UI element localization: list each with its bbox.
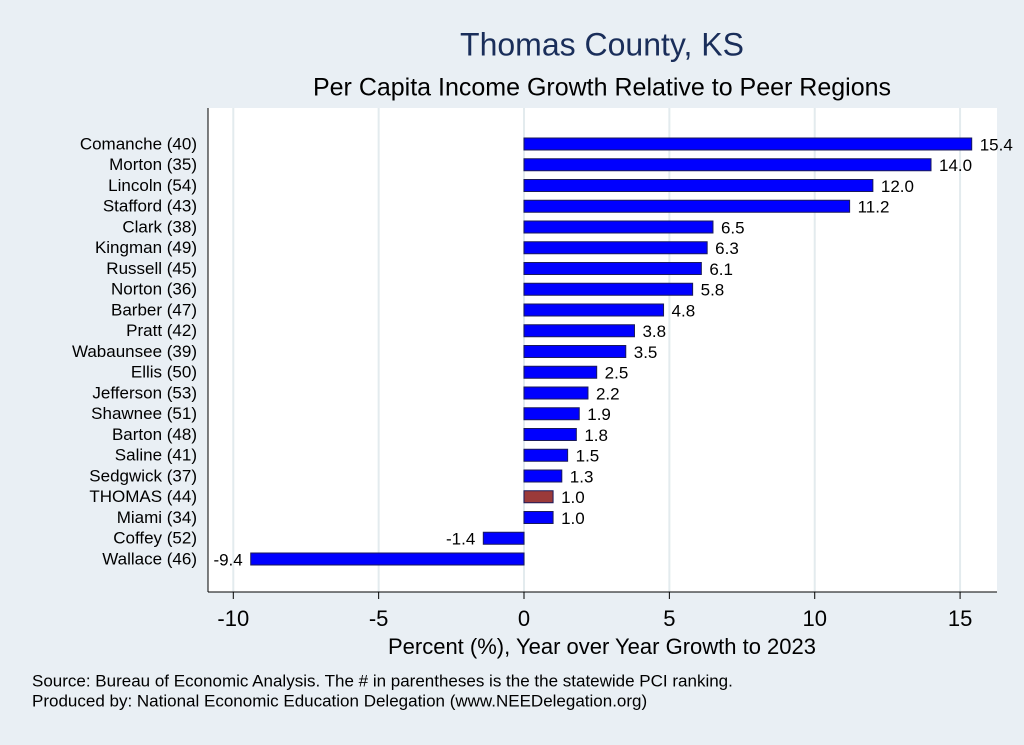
y-tick-label: Wabaunsee (39) xyxy=(72,342,197,361)
bar xyxy=(523,303,665,317)
y-tick-label: Miami (34) xyxy=(117,508,197,527)
bar xyxy=(250,552,525,566)
value-label: 1.9 xyxy=(587,405,611,424)
value-label: 12.0 xyxy=(881,177,914,196)
x-tick-label: 15 xyxy=(948,606,972,631)
value-label: 6.1 xyxy=(709,260,733,279)
value-label: 1.8 xyxy=(584,426,608,445)
bar xyxy=(523,386,589,400)
y-tick-label: Pratt (42) xyxy=(126,321,197,340)
value-label: 1.3 xyxy=(570,467,594,486)
y-tick-label: Norton (36) xyxy=(111,280,197,299)
bar xyxy=(523,220,714,234)
bar xyxy=(523,241,708,255)
source-note: Source: Bureau of Economic Analysis. The… xyxy=(32,671,733,690)
y-tick-label: Coffey (52) xyxy=(113,529,197,548)
bar xyxy=(523,199,851,213)
y-tick-label: Ellis (50) xyxy=(131,363,197,382)
y-tick-label: Jefferson (53) xyxy=(92,383,197,402)
value-label: 2.2 xyxy=(596,384,620,403)
bar xyxy=(523,511,554,524)
x-tick-label: 0 xyxy=(518,606,530,631)
value-label: 15.4 xyxy=(980,135,1013,154)
y-tick-label: Barton (48) xyxy=(112,425,197,444)
y-tick-label: Comanche (40) xyxy=(80,134,197,153)
value-label: 3.8 xyxy=(642,322,666,341)
value-label: 11.2 xyxy=(858,198,890,217)
bar xyxy=(523,448,569,462)
bar xyxy=(523,282,694,296)
x-tick-label: -5 xyxy=(369,606,389,631)
y-tick-label: Saline (41) xyxy=(115,446,197,465)
chart-title: Thomas County, KS xyxy=(460,26,744,62)
value-label: 6.5 xyxy=(721,218,745,237)
producer-note: Produced by: National Economic Education… xyxy=(32,691,647,710)
x-tick-label: 10 xyxy=(802,606,826,631)
y-tick-label: Barber (47) xyxy=(111,300,197,319)
bar xyxy=(523,345,627,358)
x-tick-label: 5 xyxy=(663,606,675,631)
y-tick-label: Wallace (46) xyxy=(102,549,197,568)
bar xyxy=(523,324,635,338)
chart-subtitle: Per Capita Income Growth Relative to Pee… xyxy=(313,74,891,102)
value-label: 14.0 xyxy=(939,156,972,175)
y-tick-label: Lincoln (54) xyxy=(108,176,197,195)
bar xyxy=(523,469,563,483)
bar xyxy=(523,490,554,504)
y-tick-label: Kingman (49) xyxy=(95,238,197,257)
bar xyxy=(523,407,580,421)
value-label: 6.3 xyxy=(715,239,739,258)
bars xyxy=(250,137,973,566)
value-label: 1.0 xyxy=(561,488,585,507)
x-axis-label: Percent (%), Year over Year Growth to 20… xyxy=(388,634,816,659)
y-tick-label: Stafford (43) xyxy=(103,197,197,216)
bar xyxy=(523,137,973,151)
bar xyxy=(523,179,874,192)
y-tick-label: Morton (35) xyxy=(109,155,197,174)
value-label: 2.5 xyxy=(605,364,629,383)
value-label: -9.4 xyxy=(213,550,242,569)
y-tick-label: Clark (38) xyxy=(122,217,197,236)
value-label: 1.0 xyxy=(561,509,585,528)
bar xyxy=(523,428,577,441)
bar xyxy=(523,158,932,172)
bar xyxy=(482,531,525,545)
value-label: 5.8 xyxy=(701,281,725,300)
value-label: -1.4 xyxy=(446,530,475,549)
x-tick-label: -10 xyxy=(217,606,249,631)
y-tick-label: Russell (45) xyxy=(106,259,197,278)
y-tick-label: Sedgwick (37) xyxy=(89,466,197,485)
y-tick-label: Shawnee (51) xyxy=(91,404,197,423)
value-label: 3.5 xyxy=(634,343,658,362)
value-label: 1.5 xyxy=(576,447,600,466)
y-tick-label: THOMAS (44) xyxy=(89,487,197,506)
bar xyxy=(523,262,702,275)
bar xyxy=(523,365,598,379)
value-label: 4.8 xyxy=(672,301,696,320)
